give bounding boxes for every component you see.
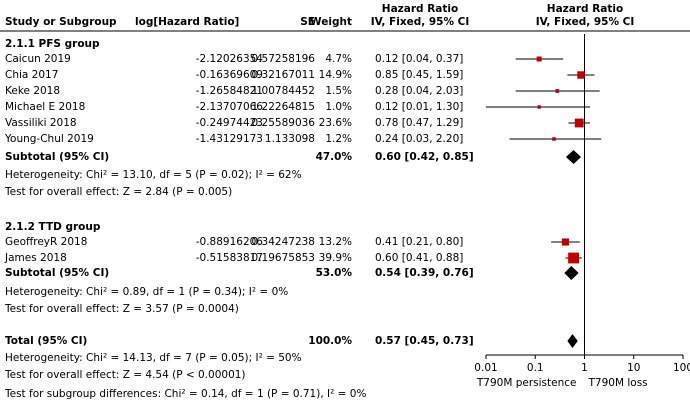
heterogeneity: Heterogeneity: Chi² = 0.89, df = 1 (P = …	[5, 286, 288, 298]
study-square	[555, 89, 560, 93]
heterogeneity: Heterogeneity: Chi² = 13.10, df = 5 (P =…	[5, 169, 302, 181]
weight: 23.6%	[319, 117, 352, 129]
se: 1.133098	[265, 133, 315, 145]
study-square	[536, 56, 542, 62]
subtotal-label: Subtotal (95% CI)	[5, 267, 109, 279]
study-name: Vassiliki 2018	[5, 117, 77, 129]
group-title: 2.1.1 PFS group	[5, 38, 100, 50]
hazard-ratio-ci: 0.41 [0.21, 0.80]	[375, 236, 463, 248]
study-name: Young-Chul 2019	[4, 133, 94, 145]
study-name: Chia 2017	[5, 69, 58, 81]
se: 0.32167011	[252, 69, 315, 81]
plot-subtitle: IV, Fixed, 95% CI	[536, 16, 635, 28]
weight: 1.5%	[325, 85, 352, 97]
study-name: Keke 2018	[5, 85, 60, 97]
x-label-right: T790M loss	[588, 377, 648, 389]
hazard-ratio-ci: 0.28 [0.04, 2.03]	[375, 85, 463, 97]
study-name: James 2018	[4, 252, 67, 264]
x-tick-label: 0.01	[474, 362, 497, 374]
subtotal-diamond	[565, 150, 582, 164]
subtotal-diamond	[564, 266, 579, 280]
log-hr: -0.51583817	[196, 252, 263, 264]
total-label: Total (95% CI)	[5, 335, 87, 347]
header-study: Study or Subgroup	[5, 16, 117, 28]
subtotal-weight: 47.0%	[316, 151, 353, 163]
x-tick-label: 100	[673, 362, 690, 374]
subtotal-label: Subtotal (95% CI)	[5, 151, 109, 163]
weight: 14.9%	[319, 69, 352, 81]
overall-effect: Test for overall effect: Z = 3.57 (P = 0…	[4, 303, 239, 315]
header-se: SE	[300, 16, 315, 28]
x-tick-label: 1	[581, 362, 588, 374]
se: 0.34247238	[252, 236, 315, 248]
study-square	[577, 71, 585, 79]
header-hr-sub: IV, Fixed, 95% CI	[371, 16, 470, 28]
subtotal-ci: 0.54 [0.39, 0.76]	[375, 267, 474, 279]
x-tick-label: 10	[627, 362, 640, 374]
header-log-hr: log[Hazard Ratio]	[135, 16, 239, 28]
study-name: GeoffreyR 2018	[5, 236, 87, 248]
subtotal-diamond	[567, 334, 578, 348]
se: 0.57258196	[252, 53, 316, 65]
se: 1.22264815	[252, 101, 315, 113]
study-square	[561, 238, 569, 246]
x-label-left: T790M persistence	[476, 377, 577, 389]
plot-title: Hazard Ratio	[547, 3, 623, 15]
heterogeneity: Heterogeneity: Chi² = 14.13, df = 7 (P =…	[5, 352, 302, 364]
log-hr: -0.24974423	[196, 117, 263, 129]
subtotal-ci: 0.57 [0.45, 0.73]	[375, 335, 474, 347]
log-hr: -2.13707066	[196, 101, 264, 113]
study-square	[568, 252, 579, 264]
log-hr: -0.88916206	[196, 236, 264, 248]
subgroup-differences: Test for subgroup differences: Chi² = 0.…	[4, 388, 366, 400]
overall-effect: Test for overall effect: Z = 2.84 (P = 0…	[4, 186, 232, 198]
log-hr: -2.12026354	[196, 53, 264, 65]
se: 0.19675853	[252, 252, 315, 264]
se: 0.25589036	[252, 117, 316, 129]
hazard-ratio-ci: 0.78 [0.47, 1.29]	[375, 117, 463, 129]
hazard-ratio-ci: 0.60 [0.41, 0.88]	[375, 252, 463, 264]
study-square	[552, 137, 556, 141]
hazard-ratio-ci: 0.12 [0.01, 1.30]	[375, 101, 463, 113]
hazard-ratio-ci: 0.12 [0.04, 0.37]	[375, 53, 463, 65]
overall-effect: Test for overall effect: Z = 4.54 (P < 0…	[4, 369, 246, 381]
weight: 39.9%	[319, 252, 352, 264]
log-hr: -0.16369609	[196, 69, 263, 81]
weight: 13.2%	[319, 236, 352, 248]
hazard-ratio-ci: 0.85 [0.45, 1.59]	[375, 69, 463, 81]
study-name: Caicun 2019	[5, 53, 71, 65]
hazard-ratio-ci: 0.24 [0.03, 2.20]	[375, 133, 463, 145]
log-hr: -1.43129173	[196, 133, 263, 145]
weight: 1.0%	[325, 101, 352, 113]
subtotal-weight: 100.0%	[308, 335, 352, 347]
subtotal-ci: 0.60 [0.42, 0.85]	[375, 151, 474, 163]
se: 1.00784452	[252, 85, 315, 97]
log-hr: -1.26584821	[196, 85, 263, 97]
group-title: 2.1.2 TTD group	[5, 221, 101, 233]
x-tick-label: 0.1	[527, 362, 544, 374]
study-name: Michael E 2018	[5, 101, 85, 113]
study-square	[537, 105, 541, 109]
subtotal-weight: 53.0%	[316, 267, 353, 279]
study-square	[574, 118, 584, 128]
header-weight: Weight	[310, 16, 352, 28]
weight: 1.2%	[325, 133, 352, 145]
header-hr: Hazard Ratio	[382, 3, 458, 15]
weight: 4.7%	[325, 53, 352, 65]
